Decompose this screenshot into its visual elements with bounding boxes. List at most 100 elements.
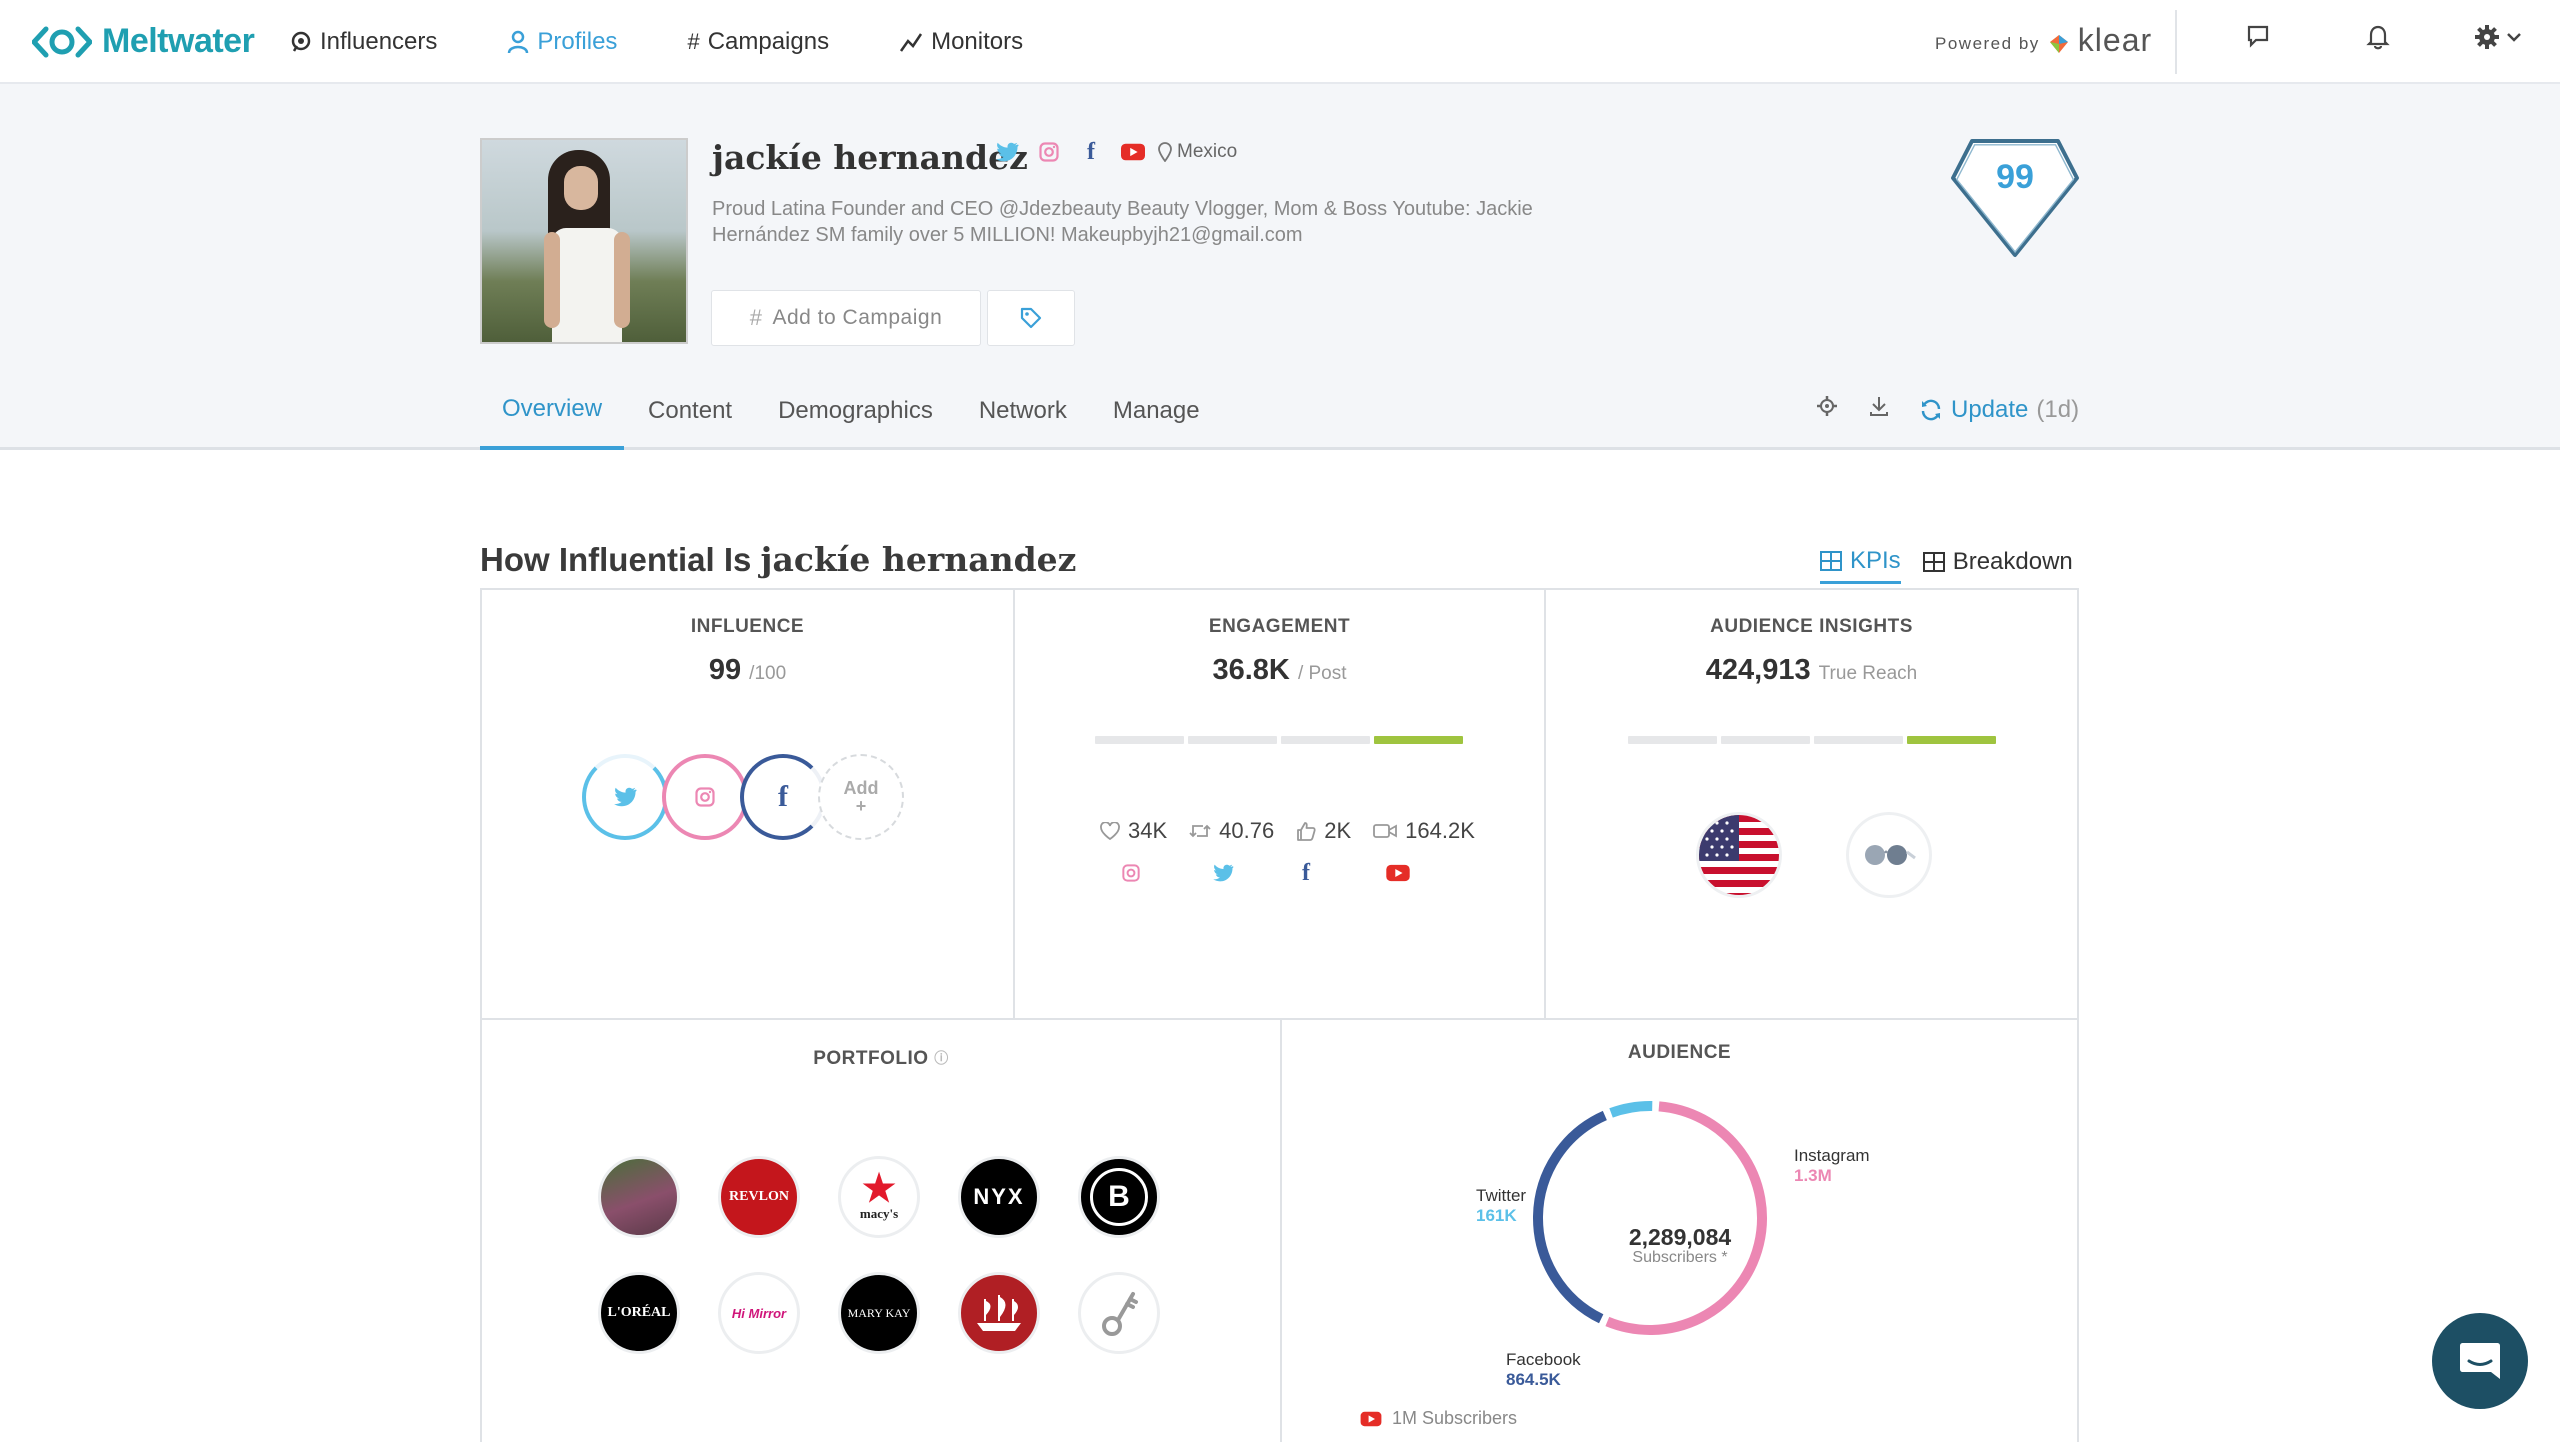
add-to-campaign-button[interactable]: # Add to Campaign xyxy=(711,290,981,346)
nav-monitors-label: Monitors xyxy=(931,28,1024,55)
avatar-dress xyxy=(552,228,622,342)
level-segment xyxy=(1814,736,1903,744)
settings-gear-icon[interactable] xyxy=(1815,394,1839,425)
engagement-per-post: 36.8K xyxy=(1212,654,1290,686)
profile-avatar xyxy=(480,138,688,344)
tab-demographics[interactable]: Demographics xyxy=(778,397,933,424)
level-segment-active xyxy=(1907,736,1996,744)
retweets-stat: 40.76 xyxy=(1189,818,1274,844)
grid-icon xyxy=(1820,550,1842,571)
powered-by-klear: Powered by klear xyxy=(1935,22,2152,59)
brand-label: REVLON xyxy=(729,1189,789,1204)
chat-widget-button[interactable] xyxy=(2432,1313,2528,1409)
donut-slice-instagram[interactable] xyxy=(1605,1101,1767,1335)
facebook-icon: f xyxy=(778,780,788,813)
influence-score-gem-icon xyxy=(1951,139,2079,257)
legend-twitter-name: Twitter xyxy=(1476,1186,1527,1205)
powered-by-text: Powered by xyxy=(1935,33,2040,53)
brand-person-photo[interactable] xyxy=(598,1156,680,1238)
trend-line-icon xyxy=(900,33,923,52)
retweets-value: 40.76 xyxy=(1219,818,1275,843)
tag-icon xyxy=(1020,307,1042,329)
brand-nyx-logo[interactable]: NYX xyxy=(958,1156,1040,1238)
brand-label: Hi Mirror xyxy=(731,1305,787,1321)
portfolio-panel: PORTFOLIO ⓘ REVLON ★ macy's NYX B L'ORÉA… xyxy=(480,1018,1282,1442)
legend-facebook: Facebook 864.5K xyxy=(1506,1350,1581,1390)
influence-score-value: 99 xyxy=(708,654,742,686)
add-to-campaign-label: Add to Campaign xyxy=(772,306,943,329)
engagement-panel: ENGAGEMENT 36.8K / Post xyxy=(1013,588,1546,1020)
brand-mary-kay-logo[interactable]: MARY KAY xyxy=(838,1272,920,1354)
donut-slice-twitter[interactable] xyxy=(1609,1101,1653,1118)
influence-title: INFLUENCE xyxy=(690,616,805,637)
tab-content[interactable]: Content xyxy=(648,397,733,424)
youtube-icon xyxy=(1386,864,1410,888)
audience-level-bar xyxy=(1628,736,1996,744)
info-icon[interactable]: ⓘ xyxy=(934,1050,949,1066)
meltwater-logo-text: Meltwater xyxy=(102,22,255,60)
meltwater-logo[interactable]: Meltwater xyxy=(32,22,255,61)
us-flag-icon[interactable] xyxy=(1696,812,1782,898)
true-reach-value: 424,913 True Reach xyxy=(1546,654,2077,687)
audience-insights-panel: AUDIENCE INSIGHTS 424,913 True Reach xyxy=(1544,588,2079,1020)
twitter-icon[interactable] xyxy=(995,140,1019,164)
view-toggle: KPIs Breakdown xyxy=(1820,540,2073,584)
table-icon xyxy=(1922,552,1945,572)
brand-ship-logo[interactable] xyxy=(958,1272,1040,1354)
tab-overview[interactable]: Overview xyxy=(480,372,625,450)
thumbs-up-icon xyxy=(1297,822,1316,841)
legend-twitter: Twitter 161K xyxy=(1476,1186,1526,1226)
facebook-influence-ring[interactable]: f xyxy=(740,754,826,840)
instagram-icon[interactable] xyxy=(1037,140,1061,164)
brand-loreal-logo[interactable]: L'ORÉAL xyxy=(598,1272,680,1354)
tag-button[interactable] xyxy=(987,290,1075,346)
profile-header xyxy=(0,84,2560,450)
true-reach-number: 424,913 xyxy=(1705,654,1811,686)
update-age: (1d) xyxy=(2036,395,2080,423)
donut-slice-facebook[interactable] xyxy=(1533,1110,1607,1324)
level-segment xyxy=(1281,736,1370,744)
social-links: f Mexico xyxy=(995,138,1238,165)
chat-icon[interactable] xyxy=(2246,24,2270,55)
audience-total-label: Subscribers * xyxy=(1632,1249,1728,1266)
tab-network[interactable]: Network xyxy=(978,397,1067,424)
klear-logo-icon xyxy=(2049,34,2068,53)
brand-label: MARY KAY xyxy=(847,1305,911,1320)
toggle-breakdown[interactable]: Breakdown xyxy=(1922,540,2073,584)
ship-icon xyxy=(977,1295,1021,1331)
toggle-kpis[interactable]: KPIs xyxy=(1820,540,1901,584)
youtube-icon[interactable] xyxy=(1121,140,1145,164)
bell-icon[interactable] xyxy=(2366,24,2390,57)
brand-b-logo[interactable]: B xyxy=(1078,1156,1160,1238)
twitter-influence-ring[interactable] xyxy=(582,754,668,840)
download-icon[interactable] xyxy=(1867,394,1891,425)
message-icon xyxy=(2460,1343,2500,1379)
add-network-button[interactable]: Add + xyxy=(818,754,904,840)
portfolio-title-text: PORTFOLIO xyxy=(813,1048,929,1069)
nav-monitors[interactable]: Monitors xyxy=(899,28,1023,56)
facebook-icon[interactable]: f xyxy=(1087,138,1095,165)
twitter-icon xyxy=(614,787,637,807)
brand-revlon-logo[interactable]: REVLON xyxy=(718,1156,800,1238)
twitter-icon xyxy=(1212,864,1234,888)
settings-menu[interactable] xyxy=(2474,24,2524,57)
nav-influencers[interactable]: Influencers xyxy=(290,28,437,56)
star-icon: ★ xyxy=(861,1168,897,1210)
level-segment xyxy=(1188,736,1277,744)
sunglasses-icon[interactable] xyxy=(1846,812,1932,898)
tab-manage[interactable]: Manage xyxy=(1112,397,1200,424)
avatar-arm xyxy=(544,232,560,328)
update-button[interactable]: Update (1d) xyxy=(1919,396,2079,424)
brand-macys-logo[interactable]: ★ macy's xyxy=(838,1156,920,1238)
audience-total-value: 2,289,084 xyxy=(1628,1224,1732,1250)
nav-profiles[interactable]: Profiles xyxy=(507,28,617,56)
brand-key-logo[interactable] xyxy=(1078,1272,1160,1354)
facebook-icon: f xyxy=(1302,860,1310,886)
klear-logo-text: klear xyxy=(2077,22,2153,58)
nav-campaigns[interactable]: # Campaigns xyxy=(687,28,829,56)
likes-value: 34K xyxy=(1128,818,1168,843)
brand-hi-mirror-logo[interactable]: Hi Mirror xyxy=(718,1272,800,1354)
add-network-label: Add xyxy=(843,778,879,798)
instagram-influence-ring[interactable] xyxy=(662,754,748,840)
location-text: Mexico xyxy=(1177,141,1238,162)
